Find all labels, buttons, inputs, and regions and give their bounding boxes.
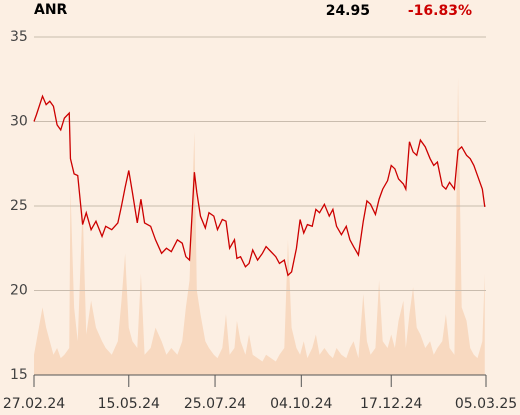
x-tick-label: 25.07.24 [184,396,246,412]
x-tick-label: 27.02.24 [3,396,65,412]
y-tick-label: 25 [10,198,28,214]
price: 24.95 [326,3,370,19]
y-tick-label: 30 [10,114,28,130]
x-tick-label: 05.03.25 [455,396,517,412]
symbol: ANR [34,2,68,18]
y-tick-label: 15 [10,367,28,383]
y-tick-label: 20 [10,283,28,299]
price-line [33,94,486,277]
volume-area [34,77,485,375]
x-tick-label: 04.10.24 [270,396,332,412]
x-tick-label: 15.05.24 [98,396,160,412]
x-tick-label: 17.12.24 [360,396,422,412]
y-tick-label: 35 [10,29,28,45]
change: -16.83% [408,3,472,19]
